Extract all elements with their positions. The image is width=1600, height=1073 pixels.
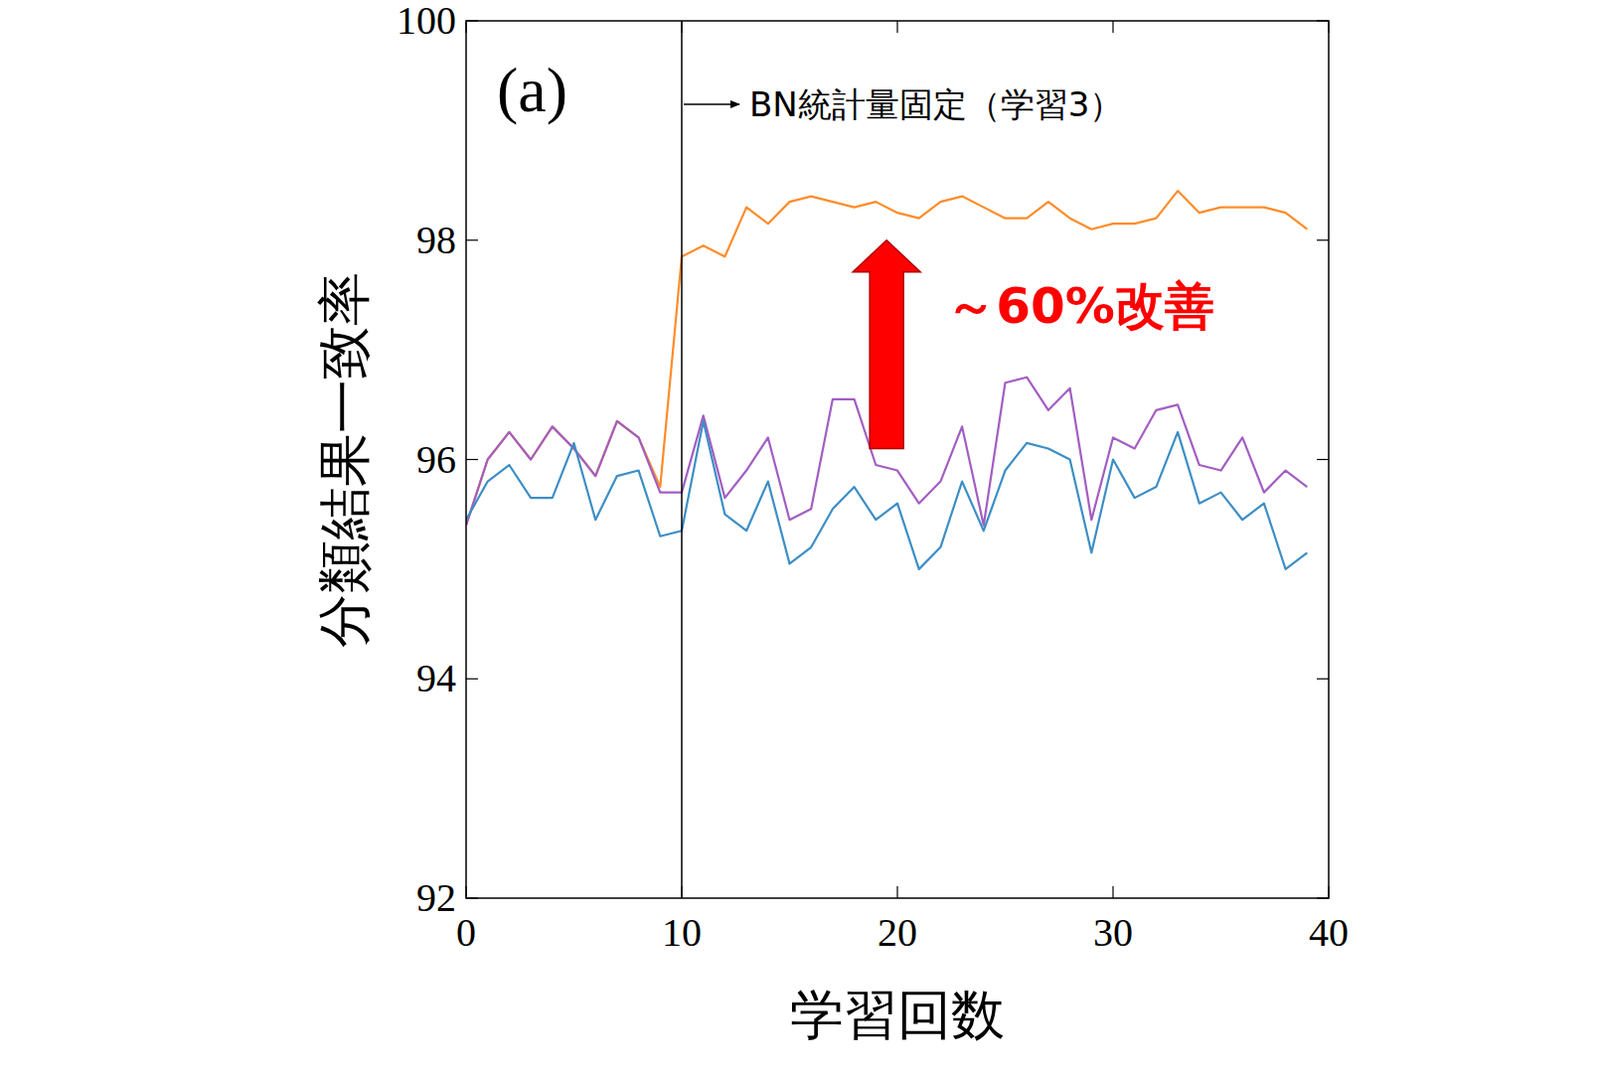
y-tick-right xyxy=(1316,239,1329,241)
x-tick-label: 30 xyxy=(1093,910,1133,956)
y-tick-label: 98 xyxy=(416,217,457,263)
y-tick-right xyxy=(1316,678,1329,680)
y-tick-label: 94 xyxy=(416,655,457,701)
x-tick-top xyxy=(1327,20,1329,33)
y-tick xyxy=(466,459,479,461)
x-tick-label: 10 xyxy=(661,910,702,956)
x-tick xyxy=(896,886,898,899)
annotation-text: BN統計量固定（学習3） xyxy=(749,84,1123,125)
y-tick-label: 96 xyxy=(416,437,457,482)
x-tick-label: 0 xyxy=(456,910,477,956)
y-tick-right xyxy=(1316,459,1329,461)
y-tick xyxy=(466,897,479,899)
x-tick-label: 20 xyxy=(877,910,918,956)
annotation-text: ～60%改善 xyxy=(946,277,1215,335)
chart: 0 10 20 30 40 92 94 96 98 100 学習回数 分類結果一致率 (a) BN統計量固… xyxy=(0,0,1600,1073)
y-tick-right xyxy=(1316,19,1329,21)
vline xyxy=(680,20,683,899)
x-tick-top xyxy=(1112,20,1114,33)
y-tick xyxy=(466,19,479,21)
y-tick-right xyxy=(1316,897,1329,899)
y-axis-label: 分類結果一致率 xyxy=(313,272,376,648)
series-line xyxy=(466,190,1307,526)
y-tick xyxy=(466,239,479,241)
series-group xyxy=(466,190,1307,570)
x-tick-top xyxy=(896,20,898,33)
x-axis-label: 学習回数 xyxy=(790,983,1005,1047)
y-tick xyxy=(466,678,479,680)
y-tick-label: 92 xyxy=(416,875,457,921)
x-tick-top xyxy=(465,20,467,33)
x-tick xyxy=(1112,886,1114,899)
x-tick xyxy=(1327,886,1329,899)
x-tick-label: 40 xyxy=(1308,910,1349,956)
panel-label: (a) xyxy=(496,54,568,126)
y-tick-label: 100 xyxy=(396,0,457,43)
note-arrow xyxy=(683,103,740,106)
x-tick xyxy=(465,886,467,899)
improvement-arrow xyxy=(852,240,921,450)
plot-frame xyxy=(466,20,1329,899)
